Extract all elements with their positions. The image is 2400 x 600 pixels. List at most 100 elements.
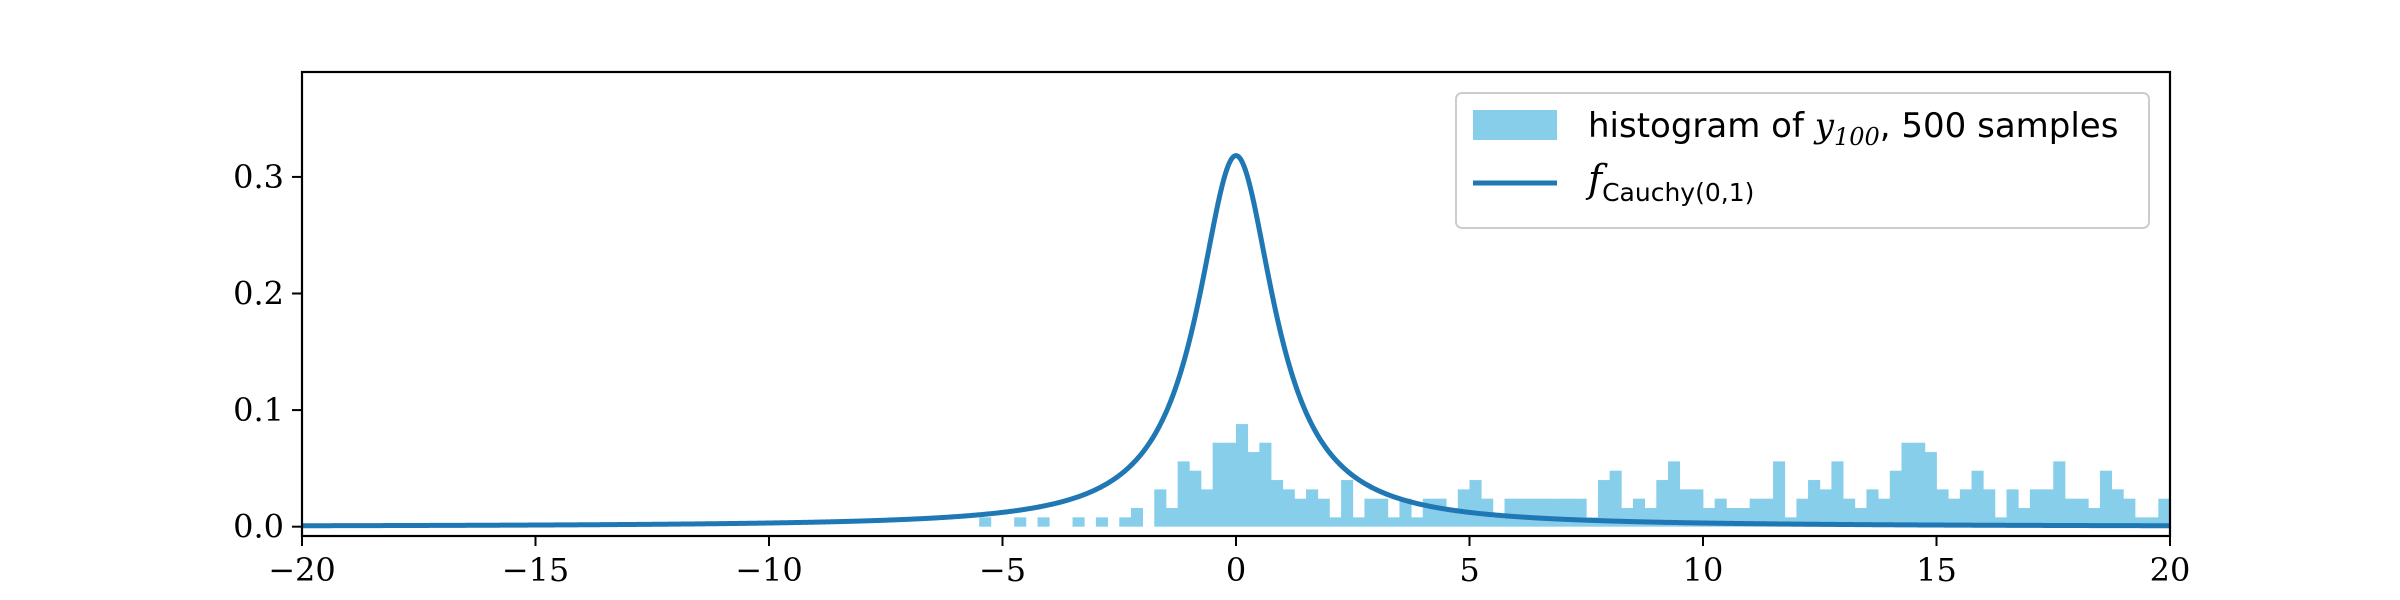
x-tick-label-7: 15 [1916, 551, 1957, 589]
histogram-bar-37 [1504, 498, 1517, 527]
histogram-bar-19 [1294, 498, 1307, 527]
legend: histogram of y100, 500 samples fCauchy(0… [1455, 92, 2150, 229]
histogram-bar-64 [1819, 489, 1832, 527]
histogram-bar-93 [2158, 498, 2171, 527]
histogram-bar-83 [2041, 489, 2054, 527]
cauchy-density-curve [302, 153, 2170, 529]
y-tick-label-0: 0.0 [233, 508, 284, 546]
histogram-bar-80 [2006, 489, 2019, 527]
histogram-bar-16 [1259, 442, 1272, 527]
histogram-bar-26 [1376, 498, 1389, 527]
histogram-bar-89 [2111, 489, 2124, 527]
histogram-bar-18 [1282, 489, 1295, 527]
histogram-bar-6 [1130, 508, 1143, 527]
histogram-bar-21 [1317, 498, 1330, 527]
histogram-bar-91 [2134, 517, 2148, 527]
histogram-bar-27 [1387, 517, 1400, 527]
y-axis-ticks: 0.0 0.1 0.2 0.3 [233, 158, 302, 546]
histogram-bar-68 [1866, 489, 1879, 527]
histogram-bar-50 [1656, 480, 1669, 527]
histogram-bar-53 [1691, 489, 1704, 527]
x-tick-label-3: −5 [979, 551, 1026, 589]
histogram-bar-88 [2099, 470, 2113, 527]
histogram-bar-58 [1749, 498, 1762, 527]
histogram-bar-72 [1913, 442, 1926, 527]
histogram-bar-36 [1492, 517, 1505, 527]
histogram-bar-76 [1959, 489, 1972, 527]
histogram-bar-38 [1516, 498, 1529, 527]
histogram-bar-8 [1165, 508, 1179, 527]
legend-histogram-label: histogram of y100, 500 samples [1588, 106, 2118, 151]
histogram-bar-82 [2029, 489, 2042, 527]
histogram-bar-73 [1924, 452, 1937, 527]
histogram-bar-71 [1901, 442, 1914, 527]
histogram-bar-12 [1212, 442, 1225, 527]
legend-histogram-sub: 100 [1834, 123, 1880, 151]
histogram-bar-40 [1539, 498, 1552, 527]
histogram-bar-3 [1072, 517, 1085, 527]
x-tick-label-5: 5 [1459, 551, 1479, 589]
x-tick-label-8: 20 [2150, 551, 2191, 589]
histogram-bar-2 [1037, 517, 1050, 527]
histogram-bar-0 [979, 517, 992, 527]
histogram-bar-33 [1457, 489, 1470, 527]
legend-histogram-var: y [1813, 106, 1835, 146]
histogram-bar-85 [2064, 498, 2077, 527]
histogram-bar-46 [1609, 470, 1622, 527]
histogram-bar-55 [1714, 498, 1727, 527]
histogram-bar-23 [1341, 480, 1354, 527]
histogram-bar-67 [1854, 508, 1867, 527]
histogram-bar-14 [1236, 424, 1249, 527]
histogram-bar-60 [1773, 461, 1786, 527]
x-tick-label-1: −15 [502, 551, 570, 589]
histogram-bar-41 [1551, 498, 1564, 527]
histogram-bar-69 [1878, 498, 1891, 527]
histogram-bar-51 [1667, 461, 1681, 527]
legend-curve-sub: Cauchy(0,1) [1602, 178, 1754, 207]
histogram-bar-1 [1014, 517, 1027, 527]
y-tick-label-2: 0.2 [233, 275, 284, 313]
legend-histogram-suffix: , 500 samples [1880, 106, 2119, 146]
histogram-bar-29 [1411, 517, 1424, 527]
legend-box [1455, 92, 2150, 229]
histogram-bar-20 [1306, 489, 1319, 527]
histogram-bar-79 [1994, 517, 2007, 527]
histogram-bar-77 [1971, 470, 1984, 527]
histogram-bar-84 [2053, 461, 2066, 527]
histogram-bar-65 [1831, 461, 1844, 527]
histogram-bar-13 [1224, 442, 1237, 527]
histogram-bar-24 [1352, 517, 1365, 527]
histogram-bar-92 [2146, 517, 2159, 527]
histogram-bar-34 [1469, 480, 1482, 527]
y-tick-label-1: 0.1 [233, 391, 284, 429]
legend-histogram-swatch [1473, 110, 1557, 140]
histogram-bar-15 [1247, 452, 1260, 527]
legend-curve-label: fCauchy(0,1) [1585, 157, 1754, 207]
histogram-bar-17 [1271, 480, 1284, 527]
histogram-bar-63 [1808, 480, 1821, 527]
histogram-bar-4 [1095, 517, 1108, 527]
histogram-bars [979, 424, 2171, 527]
histogram-bar-74 [1936, 489, 1949, 527]
histogram-bar-7 [1154, 489, 1167, 527]
histogram-bar-42 [1562, 498, 1575, 527]
histogram-bar-59 [1761, 498, 1774, 527]
histogram-bar-5 [1119, 517, 1132, 527]
x-tick-label-4: 0 [1226, 551, 1246, 589]
histogram-bar-28 [1399, 498, 1412, 527]
histogram-bar-9 [1177, 461, 1190, 527]
histogram-bar-86 [2076, 498, 2089, 527]
histogram-bar-10 [1189, 470, 1202, 527]
histogram-bar-81 [2018, 508, 2031, 527]
histogram-bar-22 [1329, 517, 1342, 527]
x-tick-label-6: 10 [1683, 551, 1724, 589]
histogram-bar-25 [1364, 498, 1377, 527]
x-tick-label-0: −20 [268, 551, 336, 589]
histogram-bar-11 [1200, 489, 1214, 527]
legend-histogram-prefix: histogram of [1588, 106, 1815, 146]
histogram-bar-31 [1434, 498, 1447, 527]
histogram-bar-66 [1843, 498, 1856, 527]
histogram-bar-78 [1983, 489, 1996, 527]
histogram-bar-39 [1527, 498, 1540, 527]
